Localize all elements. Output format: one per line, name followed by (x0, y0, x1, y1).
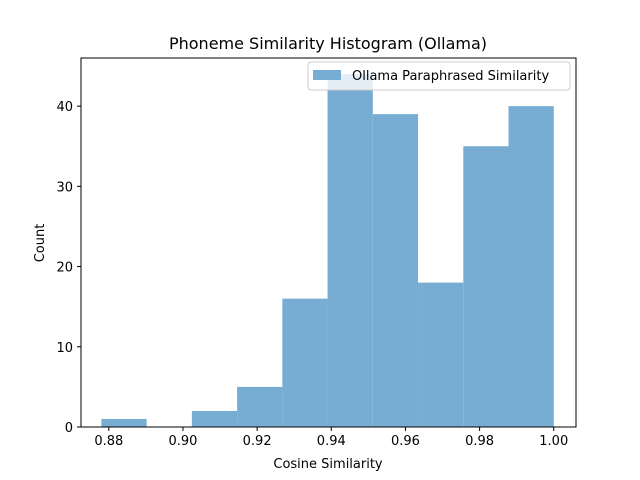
x-tick-label: 1.00 (539, 434, 568, 449)
y-tick-label: 10 (56, 341, 73, 356)
histogram-bar (237, 386, 283, 427)
y-axis-ticks: 0 10 20 30 40 (56, 100, 81, 436)
legend: Ollama Paraphrased Similarity (307, 61, 571, 91)
y-tick-label: 40 (56, 100, 73, 115)
x-tick-label: 0.90 (168, 434, 197, 449)
y-tick-label: 0 (65, 421, 73, 436)
x-tick-label: 0.88 (94, 434, 123, 449)
histogram-bar (282, 298, 328, 427)
legend-label: Ollama Paraphrased Similarity (352, 69, 549, 84)
x-tick-label: 0.92 (243, 434, 272, 449)
histogram-bar (508, 106, 554, 427)
histogram-bar (101, 418, 147, 427)
y-tick-label: 30 (56, 180, 73, 195)
x-tick-label: 0.96 (391, 434, 420, 449)
y-axis-label: Count (33, 224, 48, 263)
histogram-bar (463, 146, 509, 427)
x-tick-label: 0.94 (317, 434, 346, 449)
plot-area-border (80, 57, 577, 428)
x-axis-label: Cosine Similarity (273, 457, 383, 472)
y-tick-label: 20 (56, 261, 73, 276)
x-tick-label: 0.98 (465, 434, 494, 449)
histogram-bar (191, 410, 238, 427)
histogram-bars (101, 74, 554, 428)
histogram-bar (372, 114, 419, 428)
x-axis-ticks: 0.88 0.90 0.92 0.94 0.96 0.98 1.00 (94, 427, 568, 449)
legend-box (307, 61, 571, 91)
chart-title: Phoneme Similarity Histogram (Ollama) (169, 34, 487, 53)
legend-swatch (313, 70, 341, 80)
histogram-bar (418, 282, 464, 427)
histogram-bar (327, 74, 373, 427)
axes-frame (80, 57, 577, 428)
